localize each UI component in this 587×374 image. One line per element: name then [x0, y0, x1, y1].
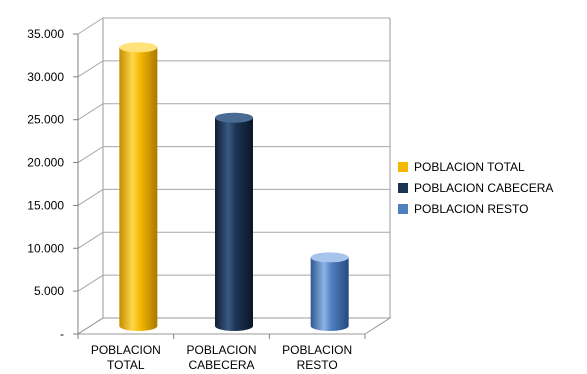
x-axis: POBLACIONTOTALPOBLACIONCABECERAPOBLACION…: [77, 334, 366, 372]
bar-top: [215, 112, 253, 123]
x-tick-label: TOTAL: [107, 358, 145, 372]
x-tick-label: RESTO: [297, 358, 338, 372]
y-tick-label: 20.000: [27, 156, 64, 170]
gridline: [77, 60, 390, 78]
gridline: [77, 188, 390, 206]
bar: [215, 117, 253, 331]
y-tick-label: 5.000: [34, 284, 64, 298]
bar: [119, 47, 158, 331]
y-tick-label: 30.000: [27, 70, 64, 84]
y-tick-label: -: [60, 327, 64, 341]
bar-top: [119, 42, 158, 53]
y-axis: - 5.000 10.000 15.000 20.000 25.000 30.000 35.0…: [27, 27, 79, 341]
x-tick-label: CABECERA: [188, 358, 254, 372]
grid-lines: [77, 17, 390, 292]
legend-item-resto: POBLACION RESTO: [398, 198, 553, 219]
y-tick-label: 25.000: [27, 113, 64, 127]
legend-label-resto: POBLACION RESTO: [414, 201, 529, 216]
legend-swatch-total: [398, 161, 408, 172]
legend: POBLACION TOTAL POBLACION CABECERA POBLA…: [398, 156, 553, 219]
x-tick-label: POBLACION: [186, 343, 256, 357]
legend-item-cabecera: POBLACION CABECERA: [398, 177, 553, 198]
legend-swatch-cabecera: [398, 182, 408, 193]
x-tick-label: POBLACION: [282, 343, 352, 357]
y-tick-label: 15.000: [27, 198, 64, 212]
y-tick-label: 10.000: [27, 241, 64, 255]
x-tick-label: POBLACION: [91, 343, 161, 357]
bar: [310, 257, 349, 332]
y-tick-label: 35.000: [27, 27, 64, 41]
legend-label-cabecera: POBLACION CABECERA: [414, 180, 554, 195]
gridline: [77, 17, 390, 35]
gridline: [77, 231, 390, 249]
legend-swatch-resto: [398, 203, 408, 214]
gridline: [77, 146, 390, 163]
bar-top: [310, 252, 349, 263]
gridline: [77, 274, 390, 292]
legend-item-total: POBLACION TOTAL: [398, 156, 553, 177]
left-wall-edge: [77, 18, 104, 335]
gridline: [77, 103, 390, 121]
legend-label-total: POBLACION TOTAL: [414, 159, 525, 174]
bars: [119, 42, 349, 332]
